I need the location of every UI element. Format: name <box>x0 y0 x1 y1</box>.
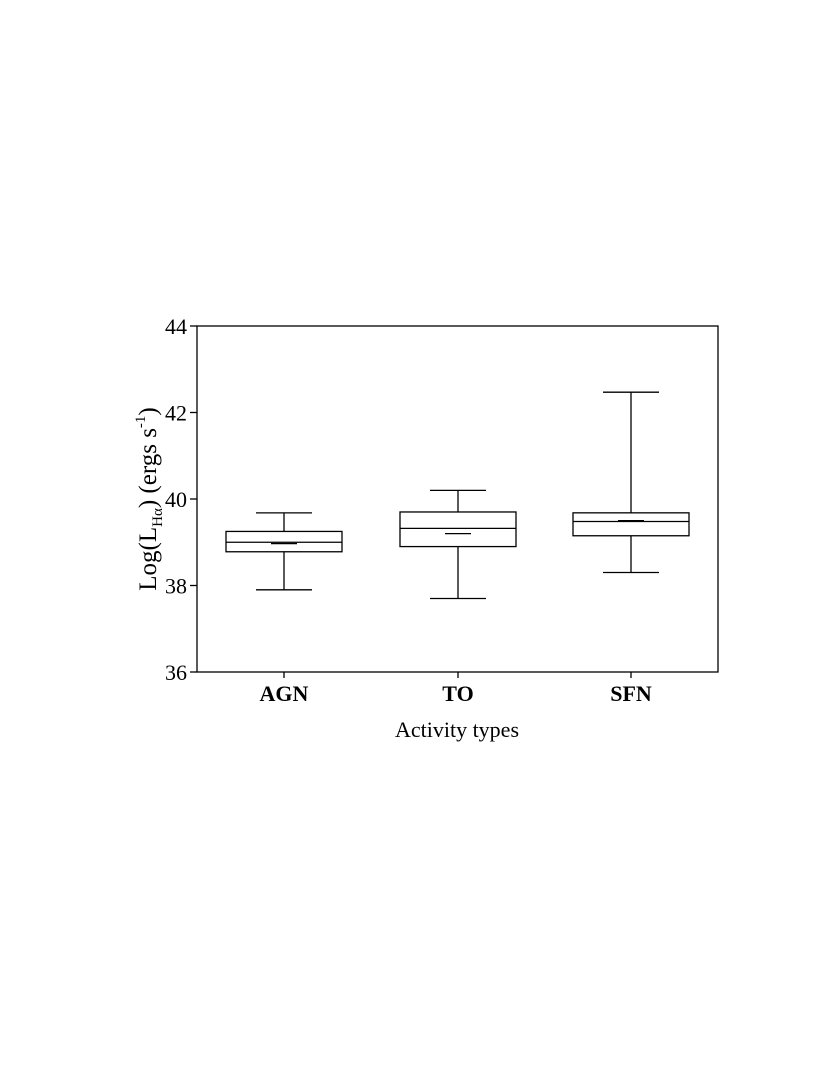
boxes-layer <box>225 391 690 600</box>
x-axis: AGN TO SFN <box>260 672 652 706</box>
x-tick-label: AGN <box>260 681 309 706</box>
box-agn <box>225 512 343 591</box>
y-axis-label-superscript: -1 <box>133 416 149 429</box>
y-tick-label: 36 <box>165 660 187 685</box>
y-axis-label-suffix: ) <box>135 407 162 415</box>
y-tick-label: 44 <box>165 314 187 339</box>
x-tick-label: SFN <box>610 681 652 706</box>
y-axis-label-subscript: Hα <box>150 508 166 527</box>
y-tick-label: 40 <box>165 487 187 512</box>
x-axis-label: Activity types <box>395 717 519 742</box>
box-iqr <box>572 512 690 537</box>
box-sfn <box>572 391 690 574</box>
y-axis-label-prefix: Log(L <box>135 527 162 591</box>
y-tick-label: 38 <box>165 574 187 599</box>
y-axis-label-middle: ) (ergs s <box>135 428 162 508</box>
y-tick-label: 42 <box>165 401 187 426</box>
y-axis-label: Log(LHα) (ergs s-1) <box>133 407 166 590</box>
x-tick-label: TO <box>442 681 473 706</box>
y-axis: 36 38 40 42 44 <box>165 314 197 685</box>
box-iqr <box>399 511 517 548</box>
box-to <box>399 489 517 600</box>
